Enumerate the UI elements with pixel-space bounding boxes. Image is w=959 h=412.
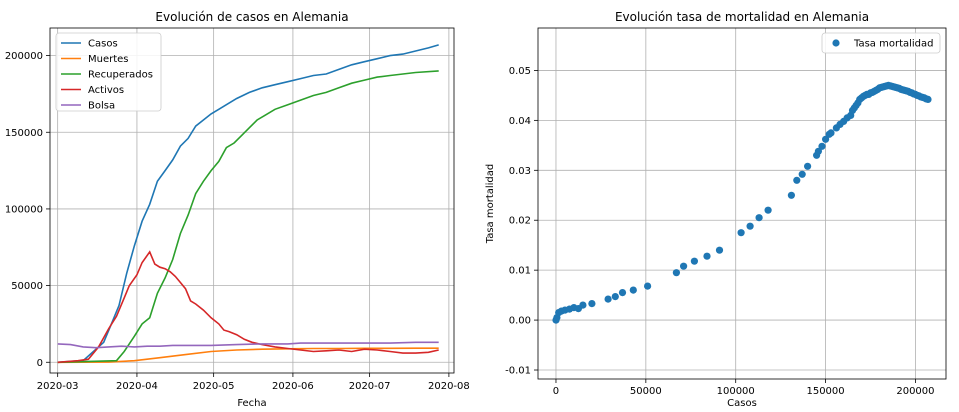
series-line-casos [57, 44, 439, 364]
series-line-muertes [57, 347, 439, 364]
scatter-point [715, 246, 724, 254]
scatter-point [672, 269, 681, 277]
legend-label-casos: Casos [88, 39, 118, 50]
scatter-point [680, 262, 688, 270]
x-tick-label: 2020-07 [349, 381, 391, 392]
y-axis-label: Tasa mortalidad [485, 164, 496, 245]
y-tick-label: 100000 [5, 204, 43, 215]
scatter-point [827, 129, 835, 137]
scatter-point [746, 222, 754, 230]
x-tick-label: 2020-03 [37, 381, 79, 392]
x-axis-label: Casos [727, 398, 757, 409]
scatter-point [822, 135, 830, 143]
legend-label-bolsa: Bolsa [88, 101, 115, 112]
scatter-point [818, 142, 826, 150]
scatter-point [804, 162, 812, 170]
scatter-point [611, 293, 619, 301]
scatter-point [924, 95, 932, 103]
y-tick-label: 0.03 [509, 166, 531, 177]
y-tick-label: 200000 [5, 51, 43, 62]
legend-label-muertes: Muertes [88, 54, 129, 65]
y-tick-label: 0 [37, 358, 43, 369]
scatter-point [618, 289, 627, 297]
scatter-point [793, 176, 801, 184]
y-tick-label: 0.00 [509, 316, 531, 327]
legend-label-recuperados: Recuperados [88, 70, 153, 81]
y-tick-label: 0.05 [509, 66, 531, 77]
scatter-point [604, 295, 612, 303]
x-tick-label: 100000 [717, 386, 755, 397]
scatter-point [755, 214, 763, 222]
x-tick-label: 200000 [896, 386, 934, 397]
legend-swatch-tasa-mortalidad [832, 39, 840, 47]
scatter-point [787, 191, 796, 199]
legend-box [821, 32, 941, 54]
legend-box [55, 32, 162, 112]
scatter-point [588, 300, 596, 308]
scatter-point [737, 229, 745, 237]
scatter-point [814, 147, 823, 155]
scatter-point [798, 170, 806, 178]
x-tick-label: 0 [553, 386, 559, 397]
scatter-point [579, 301, 587, 309]
y-tick-label: 0.02 [509, 216, 531, 227]
legend-label-tasa-mortalidad: Tasa mortalidad [853, 39, 934, 50]
y-tick-label: -0.01 [505, 366, 531, 377]
plot-frame [49, 27, 455, 374]
plot-frame [537, 27, 947, 380]
y-tick-label: 150000 [5, 128, 43, 139]
y-tick-label: 0.01 [509, 266, 531, 277]
x-tick-label: 150000 [806, 386, 844, 397]
series-line-bolsa [57, 341, 439, 349]
y-tick-label: 50000 [11, 281, 43, 292]
series-line-activos [57, 250, 439, 364]
scatter-point [629, 286, 637, 294]
chart-title: Evolución de casos en Alemania [155, 10, 348, 24]
x-tick-label: 2020-05 [193, 381, 235, 392]
x-tick-label: 2020-08 [428, 381, 470, 392]
x-tick-label: 2020-06 [272, 381, 314, 392]
scatter-point [644, 282, 652, 290]
scatter-point [764, 206, 772, 214]
scatter-point [690, 257, 699, 265]
x-tick-label: 50000 [630, 386, 662, 397]
series-line-recuperados [57, 70, 439, 364]
chart-title: Evolución tasa de mortalidad en Alemania [615, 10, 869, 24]
x-tick-label: 2020-04 [116, 381, 158, 392]
x-axis-label: Fecha [237, 398, 266, 409]
scatter-point [703, 252, 711, 260]
legend-label-activos: Activos [88, 85, 124, 96]
y-tick-label: 0.04 [509, 116, 531, 127]
